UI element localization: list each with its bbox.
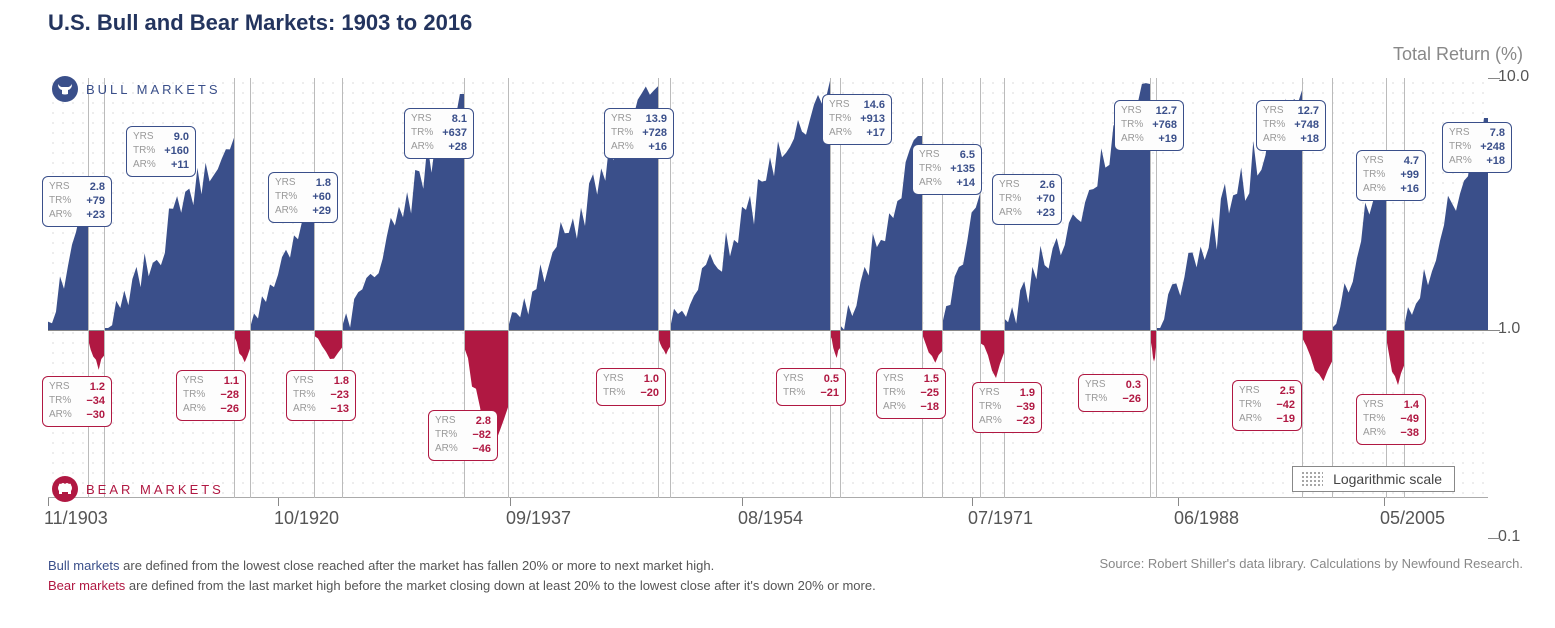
bear-callout: YRS2.8TR%−82AR%−46 — [428, 410, 498, 461]
bear-callout: YRS1.2TR%−34AR%−30 — [42, 376, 112, 427]
bear-callout: YRS2.5TR%−42AR%−19 — [1232, 380, 1302, 431]
segment-separator — [1004, 78, 1005, 498]
segment-separator — [342, 78, 343, 498]
chart-title: U.S. Bull and Bear Markets: 1903 to 2016 — [48, 10, 472, 36]
y-tick-label: 1.0 — [1498, 320, 1548, 338]
segment-separator — [922, 78, 923, 498]
bull-icon — [52, 76, 78, 102]
segment-separator — [88, 78, 89, 498]
bull-callout: YRS14.6TR%+913AR%+17 — [822, 94, 892, 145]
x-tick-label: 08/1954 — [738, 508, 803, 529]
bear-legend: BEAR MARKETS — [52, 476, 224, 502]
bull-callout: YRS9.0TR%+160AR%+11 — [126, 126, 196, 177]
bull-callout: YRS2.8TR%+79AR%+23 — [42, 176, 112, 227]
bear-area — [1386, 330, 1404, 392]
y-tick-mark — [1488, 538, 1500, 539]
x-tick-label: 09/1937 — [506, 508, 571, 529]
segment-separator — [508, 78, 509, 498]
bear-def-text: are defined from the last market high be… — [125, 578, 875, 593]
scale-legend: Logarithmic scale — [1292, 466, 1455, 492]
x-tick-label: 05/2005 — [1380, 508, 1445, 529]
bear-callout: YRS1.5TR%−25AR%−18 — [876, 368, 946, 419]
bull-callout: YRS7.8TR%+248AR%+18 — [1442, 122, 1512, 173]
bull-callout: YRS4.7TR%+99AR%+16 — [1356, 150, 1426, 201]
x-tick-label: 11/1903 — [44, 508, 108, 529]
bear-callout: YRS1.8TR%−23AR%−13 — [286, 370, 356, 421]
bull-callout: YRS13.9TR%+728AR%+16 — [604, 108, 674, 159]
source-text: Source: Robert Shiller's data library. C… — [1100, 556, 1524, 571]
bull-def-prefix: Bull markets — [48, 558, 120, 573]
bull-def-text: are defined from the lowest close reache… — [120, 558, 715, 573]
x-tick-label: 07/1971 — [968, 508, 1033, 529]
footnotes: Bull markets are defined from the lowest… — [48, 556, 876, 595]
bear-callout: YRS1.0TR%−20 — [596, 368, 666, 406]
bear-callout: YRS1.1TR%−28AR%−26 — [176, 370, 246, 421]
bear-area — [658, 330, 670, 358]
x-tick-label: 10/1920 — [274, 508, 339, 529]
bear-area — [980, 330, 1004, 378]
bull-callout: YRS8.1TR%+637AR%+28 — [404, 108, 474, 159]
bear-callout: YRS1.9TR%−39AR%−23 — [972, 382, 1042, 433]
segment-separator — [104, 78, 105, 498]
scale-legend-icon — [1301, 471, 1323, 487]
bull-callout: YRS1.8TR%+60AR%+29 — [268, 172, 338, 223]
bull-callout: YRS12.7TR%+748AR%+18 — [1256, 100, 1326, 151]
segment-separator — [250, 78, 251, 498]
bear-area — [1302, 330, 1332, 382]
x-tick-mark — [1384, 498, 1385, 506]
bear-icon — [52, 476, 78, 502]
bear-callout: YRS1.4TR%−49AR%−38 — [1356, 394, 1426, 445]
bear-area — [922, 330, 942, 364]
scale-legend-label: Logarithmic scale — [1333, 471, 1442, 487]
x-tick-mark — [278, 498, 279, 506]
bear-area — [830, 330, 840, 358]
y-tick-mark — [1488, 78, 1500, 79]
bear-area — [234, 330, 250, 364]
y-tick-label: 0.1 — [1498, 528, 1548, 546]
segment-separator — [314, 78, 315, 498]
segment-separator — [234, 78, 235, 498]
y-axis-title: Total Return (%) — [1393, 44, 1523, 65]
y-tick-label: 10.0 — [1498, 68, 1548, 86]
bull-legend: BULL MARKETS — [52, 76, 221, 102]
x-tick-label: 06/1988 — [1174, 508, 1239, 529]
bear-callout: YRS0.5TR%−21 — [776, 368, 846, 406]
x-tick-mark — [742, 498, 743, 506]
bull-callout: YRS2.6TR%+70AR%+23 — [992, 174, 1062, 225]
bull-area — [840, 134, 922, 330]
segment-separator — [1332, 78, 1333, 498]
bull-legend-label: BULL MARKETS — [86, 82, 221, 97]
bull-callout: YRS12.7TR%+768AR%+19 — [1114, 100, 1184, 151]
bull-area — [670, 78, 830, 330]
bear-area — [314, 330, 342, 360]
bear-def-prefix: Bear markets — [48, 578, 125, 593]
x-tick-mark — [972, 498, 973, 506]
bear-area — [88, 330, 104, 370]
baseline — [48, 330, 1488, 331]
bear-legend-label: BEAR MARKETS — [86, 482, 224, 497]
segment-separator — [942, 78, 943, 498]
x-tick-mark — [510, 498, 511, 506]
bull-callout: YRS6.5TR%+135AR%+14 — [912, 144, 982, 195]
chart-area: BULL MARKETS BEAR MARKETS 10.01.00.1 YRS… — [48, 78, 1488, 498]
bull-area — [942, 190, 980, 330]
x-tick-mark — [1178, 498, 1179, 506]
y-tick-mark — [1488, 330, 1500, 331]
bear-callout: YRS0.3TR%−26 — [1078, 374, 1148, 412]
x-tick-mark — [48, 498, 49, 506]
bottom-border — [48, 497, 1488, 498]
segment-separator — [980, 78, 981, 498]
